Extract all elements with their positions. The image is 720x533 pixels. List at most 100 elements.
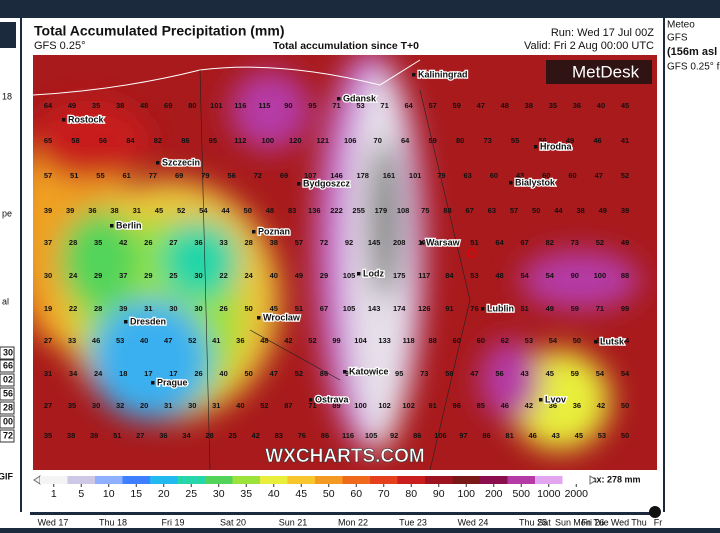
legend-swatch — [535, 476, 563, 484]
timeline-date[interactable]: Thu 25 — [519, 517, 547, 527]
legend-label: 80 — [405, 488, 417, 500]
grid-value: 47 — [595, 171, 603, 180]
timeline-date[interactable]: Wed 24 — [458, 517, 489, 527]
grid-value: 41 — [621, 136, 629, 145]
legend-label: 15 — [130, 488, 142, 500]
grid-value: 56 — [495, 369, 503, 378]
timeline-date[interactable]: Wed — [611, 517, 629, 527]
grid-value: 39 — [119, 304, 127, 313]
timeline-date[interactable]: Fr — [654, 517, 663, 527]
grid-value: 30 — [169, 304, 177, 313]
city-dot — [420, 241, 424, 245]
grid-value: 62 — [501, 336, 509, 345]
grid-value: 54 — [596, 369, 605, 378]
grid-value: 45 — [270, 304, 278, 313]
timeline-handle[interactable] — [649, 506, 661, 518]
grid-value: 52 — [308, 336, 316, 345]
timeline-date[interactable]: Tue 23 — [399, 517, 427, 527]
timeline-date[interactable]: Fri 19 — [161, 517, 184, 527]
timeline-date[interactable]: Thu — [631, 517, 647, 527]
grid-value: 90 — [571, 271, 579, 280]
grid-value: 27 — [44, 336, 52, 345]
grid-value: 28 — [205, 431, 213, 440]
grid-value: 102 — [378, 401, 391, 410]
grid-value: 255 — [352, 206, 365, 215]
grid-value: 52 — [177, 206, 185, 215]
grid-value: 112 — [234, 136, 246, 145]
grid-value: 19 — [44, 304, 52, 313]
timeline-date[interactable]: Sat — [537, 517, 551, 527]
grid-value: 95 — [209, 136, 217, 145]
grid-value: 40 — [140, 336, 148, 345]
legend-swatch — [425, 476, 453, 484]
grid-value: 88 — [443, 206, 451, 215]
grid-value: 60 — [453, 336, 461, 345]
grid-value: 76 — [470, 304, 478, 313]
grid-value: 89 — [332, 401, 340, 410]
grid-value: 51 — [70, 171, 78, 180]
timeline-date[interactable]: Thu 18 — [99, 517, 127, 527]
grid-value: 145 — [368, 238, 381, 247]
legend-label: 50 — [323, 488, 335, 500]
grid-value: 120 — [289, 136, 302, 145]
grid-value: 86 — [413, 431, 421, 440]
grid-value: 59 — [453, 101, 461, 110]
timeline-date[interactable]: Mon 22 — [338, 517, 368, 527]
grid-value: 45 — [621, 101, 629, 110]
grid-value: 50 — [244, 206, 252, 215]
side-text[interactable]: GIF — [0, 471, 14, 481]
grid-value: 17 — [144, 369, 152, 378]
grid-value: 22 — [219, 271, 227, 280]
grid-value: 31 — [44, 369, 52, 378]
legend-label: 60 — [350, 488, 362, 500]
grid-value: 45 — [546, 369, 554, 378]
timeline-date[interactable]: Fri 26 — [581, 517, 604, 527]
grid-value: 54 — [621, 336, 630, 345]
grid-value: 36 — [573, 101, 581, 110]
grid-value: 34 — [182, 431, 191, 440]
grid-value: 64 — [404, 101, 413, 110]
legend-swatch — [150, 476, 178, 484]
grid-value: 106 — [344, 136, 357, 145]
grid-value: 49 — [295, 271, 303, 280]
city-label: Warsaw — [426, 237, 461, 247]
legend-swatch — [232, 476, 260, 484]
city-label: Poznan — [258, 226, 290, 236]
timeline-date[interactable]: Sun — [555, 517, 571, 527]
timeline-track — [30, 512, 660, 515]
timeline-date[interactable]: Wed 17 — [38, 517, 69, 527]
grid-value: 38 — [576, 206, 584, 215]
grid-value: 36 — [573, 401, 581, 410]
grid-value: 53 — [470, 271, 478, 280]
grid-value: 40 — [236, 401, 244, 410]
grid-value: 60 — [490, 171, 498, 180]
grid-value: 108 — [397, 206, 410, 215]
grid-value: 29 — [144, 271, 152, 280]
grid-value: 118 — [403, 336, 415, 345]
timeline-date[interactable]: Mon — [573, 517, 591, 527]
grid-value: 18 — [119, 369, 127, 378]
timeline-date[interactable]: Sat 20 — [220, 517, 246, 527]
timeline-date[interactable]: Tue — [593, 517, 608, 527]
city-dot — [594, 340, 598, 344]
city-label: Kaliningrad — [418, 69, 468, 79]
accumulation: Total accumulation since T+0 — [273, 40, 419, 52]
city-dot — [481, 307, 485, 311]
grid-value: 53 — [356, 101, 364, 110]
grid-value: 50 — [245, 369, 253, 378]
grid-value: 36 — [159, 431, 167, 440]
grid-value: 86 — [482, 431, 490, 440]
grid-value: 42 — [252, 431, 260, 440]
grid-value: 27 — [44, 401, 52, 410]
timeline-date[interactable]: Sun 21 — [279, 517, 308, 527]
grid-value: 54 — [199, 206, 208, 215]
valid: Valid: Fri 2 Aug 00:00 UTC — [524, 40, 654, 52]
side-text: 56 — [3, 388, 13, 398]
grid-value: 51 — [520, 304, 528, 313]
left-button[interactable] — [0, 22, 16, 48]
city-dot — [534, 145, 538, 149]
grid-value: 37 — [44, 238, 52, 247]
legend-label: 40 — [268, 488, 280, 500]
grid-value: 48 — [266, 206, 274, 215]
grid-value: 79 — [437, 171, 445, 180]
